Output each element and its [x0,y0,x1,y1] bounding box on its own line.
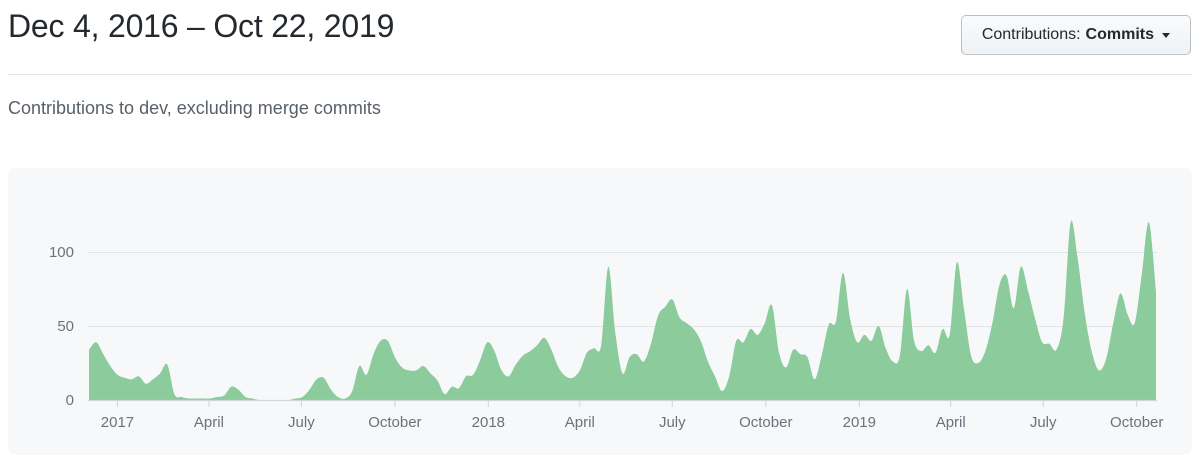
x-axis-label: July [288,414,315,431]
contributions-filter-button[interactable]: Contributions: Commits [960,15,1191,55]
x-axis-label: 2018 [472,414,505,431]
x-axis-label: 2019 [843,414,876,431]
x-axis-label: October [1110,414,1163,431]
y-axis-label: 50 [57,318,74,335]
x-axis-label: October [739,414,792,431]
x-axis-label: April [565,414,595,431]
chart-subtitle: Contributions to dev, excluding merge co… [8,98,381,118]
x-axis-label: July [1030,414,1057,431]
date-range-title: Dec 4, 2016 – Oct 22, 2019 [8,8,395,44]
commits-area-series [89,220,1156,400]
x-axis-label: April [936,414,966,431]
contributions-filter-value: Commits [1085,26,1154,43]
contributions-chart: 0 50 100 2017 April July October 2018 April July O… [49,220,1163,431]
header-divider [8,74,1192,75]
x-axis-label: 2017 [101,414,134,431]
x-axis-label: July [659,414,686,431]
contributions-filter-label: Contributions: [981,26,1081,43]
y-axis-label: 100 [49,244,74,261]
contributions-graph-panel: 0 50 100 2017 April July October 2018 April July O… [8,168,1192,455]
dropdown-caret-icon [1162,32,1170,38]
x-axis-label: April [194,414,224,431]
y-axis-label: 0 [66,392,74,409]
x-axis-label: October [368,414,421,431]
